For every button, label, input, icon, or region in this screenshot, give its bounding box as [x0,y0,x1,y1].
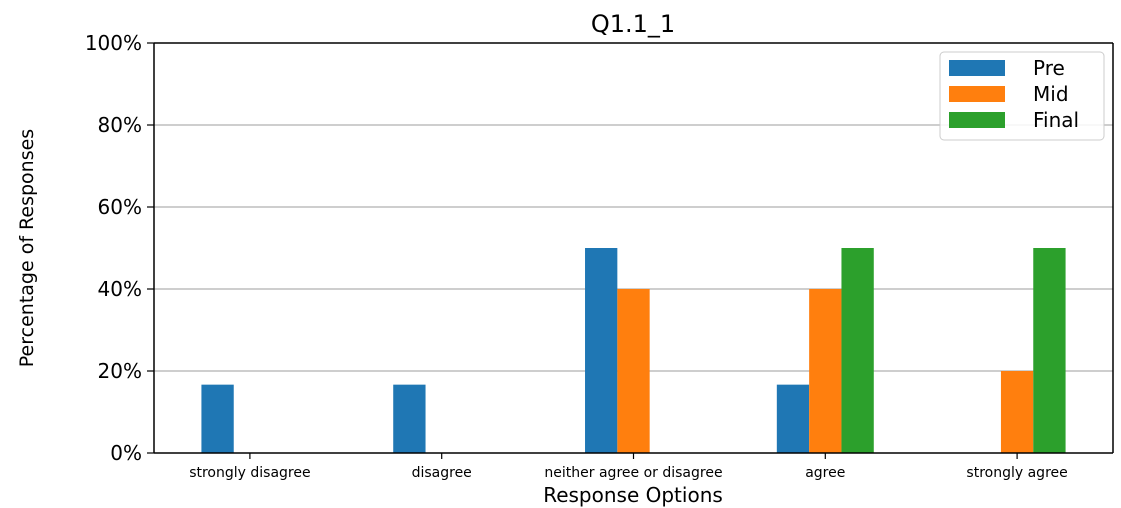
y-axis-label: Percentage of Responses [16,129,38,367]
bar-mid [1000,371,1034,453]
x-axis-label: Response Options [543,483,723,507]
legend-label-final: Final [1033,108,1079,132]
bar-pre [585,248,618,453]
bar-final [841,248,874,453]
bar-pre [201,384,234,453]
bar-mid [617,289,650,453]
y-tick-label: 60% [98,195,142,219]
x-tick-label: agree [805,465,845,481]
bar-final [1033,248,1066,453]
y-tick-label: 0% [110,441,142,465]
bars [201,248,1066,453]
legend-swatch-pre [949,60,1005,76]
axes [147,42,1114,459]
y-tick-labels: 0% 20% 40% 60% 80% 100% [85,31,142,465]
y-tick-label: 40% [98,277,142,301]
legend-label-pre: Pre [1033,56,1065,80]
x-tick-label: disagree [412,465,472,481]
bar-pre [393,384,426,453]
legend-label-mid: Mid [1033,82,1069,106]
legend-swatch-final [949,112,1005,128]
x-tick-label: strongly agree [966,465,1067,481]
y-tick-label: 100% [85,31,142,55]
legend-swatch-mid [949,86,1005,102]
bar-pre [776,384,810,453]
x-tick-label: strongly disagree [189,465,310,481]
bar-mid [809,289,842,453]
y-tick-label: 80% [98,113,142,137]
x-tick-labels: strongly disagree disagree neither agree o… [189,465,1068,481]
y-tick-label: 20% [98,359,142,383]
x-tick-label: neither agree or disagree [544,465,722,481]
chart-title: Q1.1_1 [591,10,675,38]
